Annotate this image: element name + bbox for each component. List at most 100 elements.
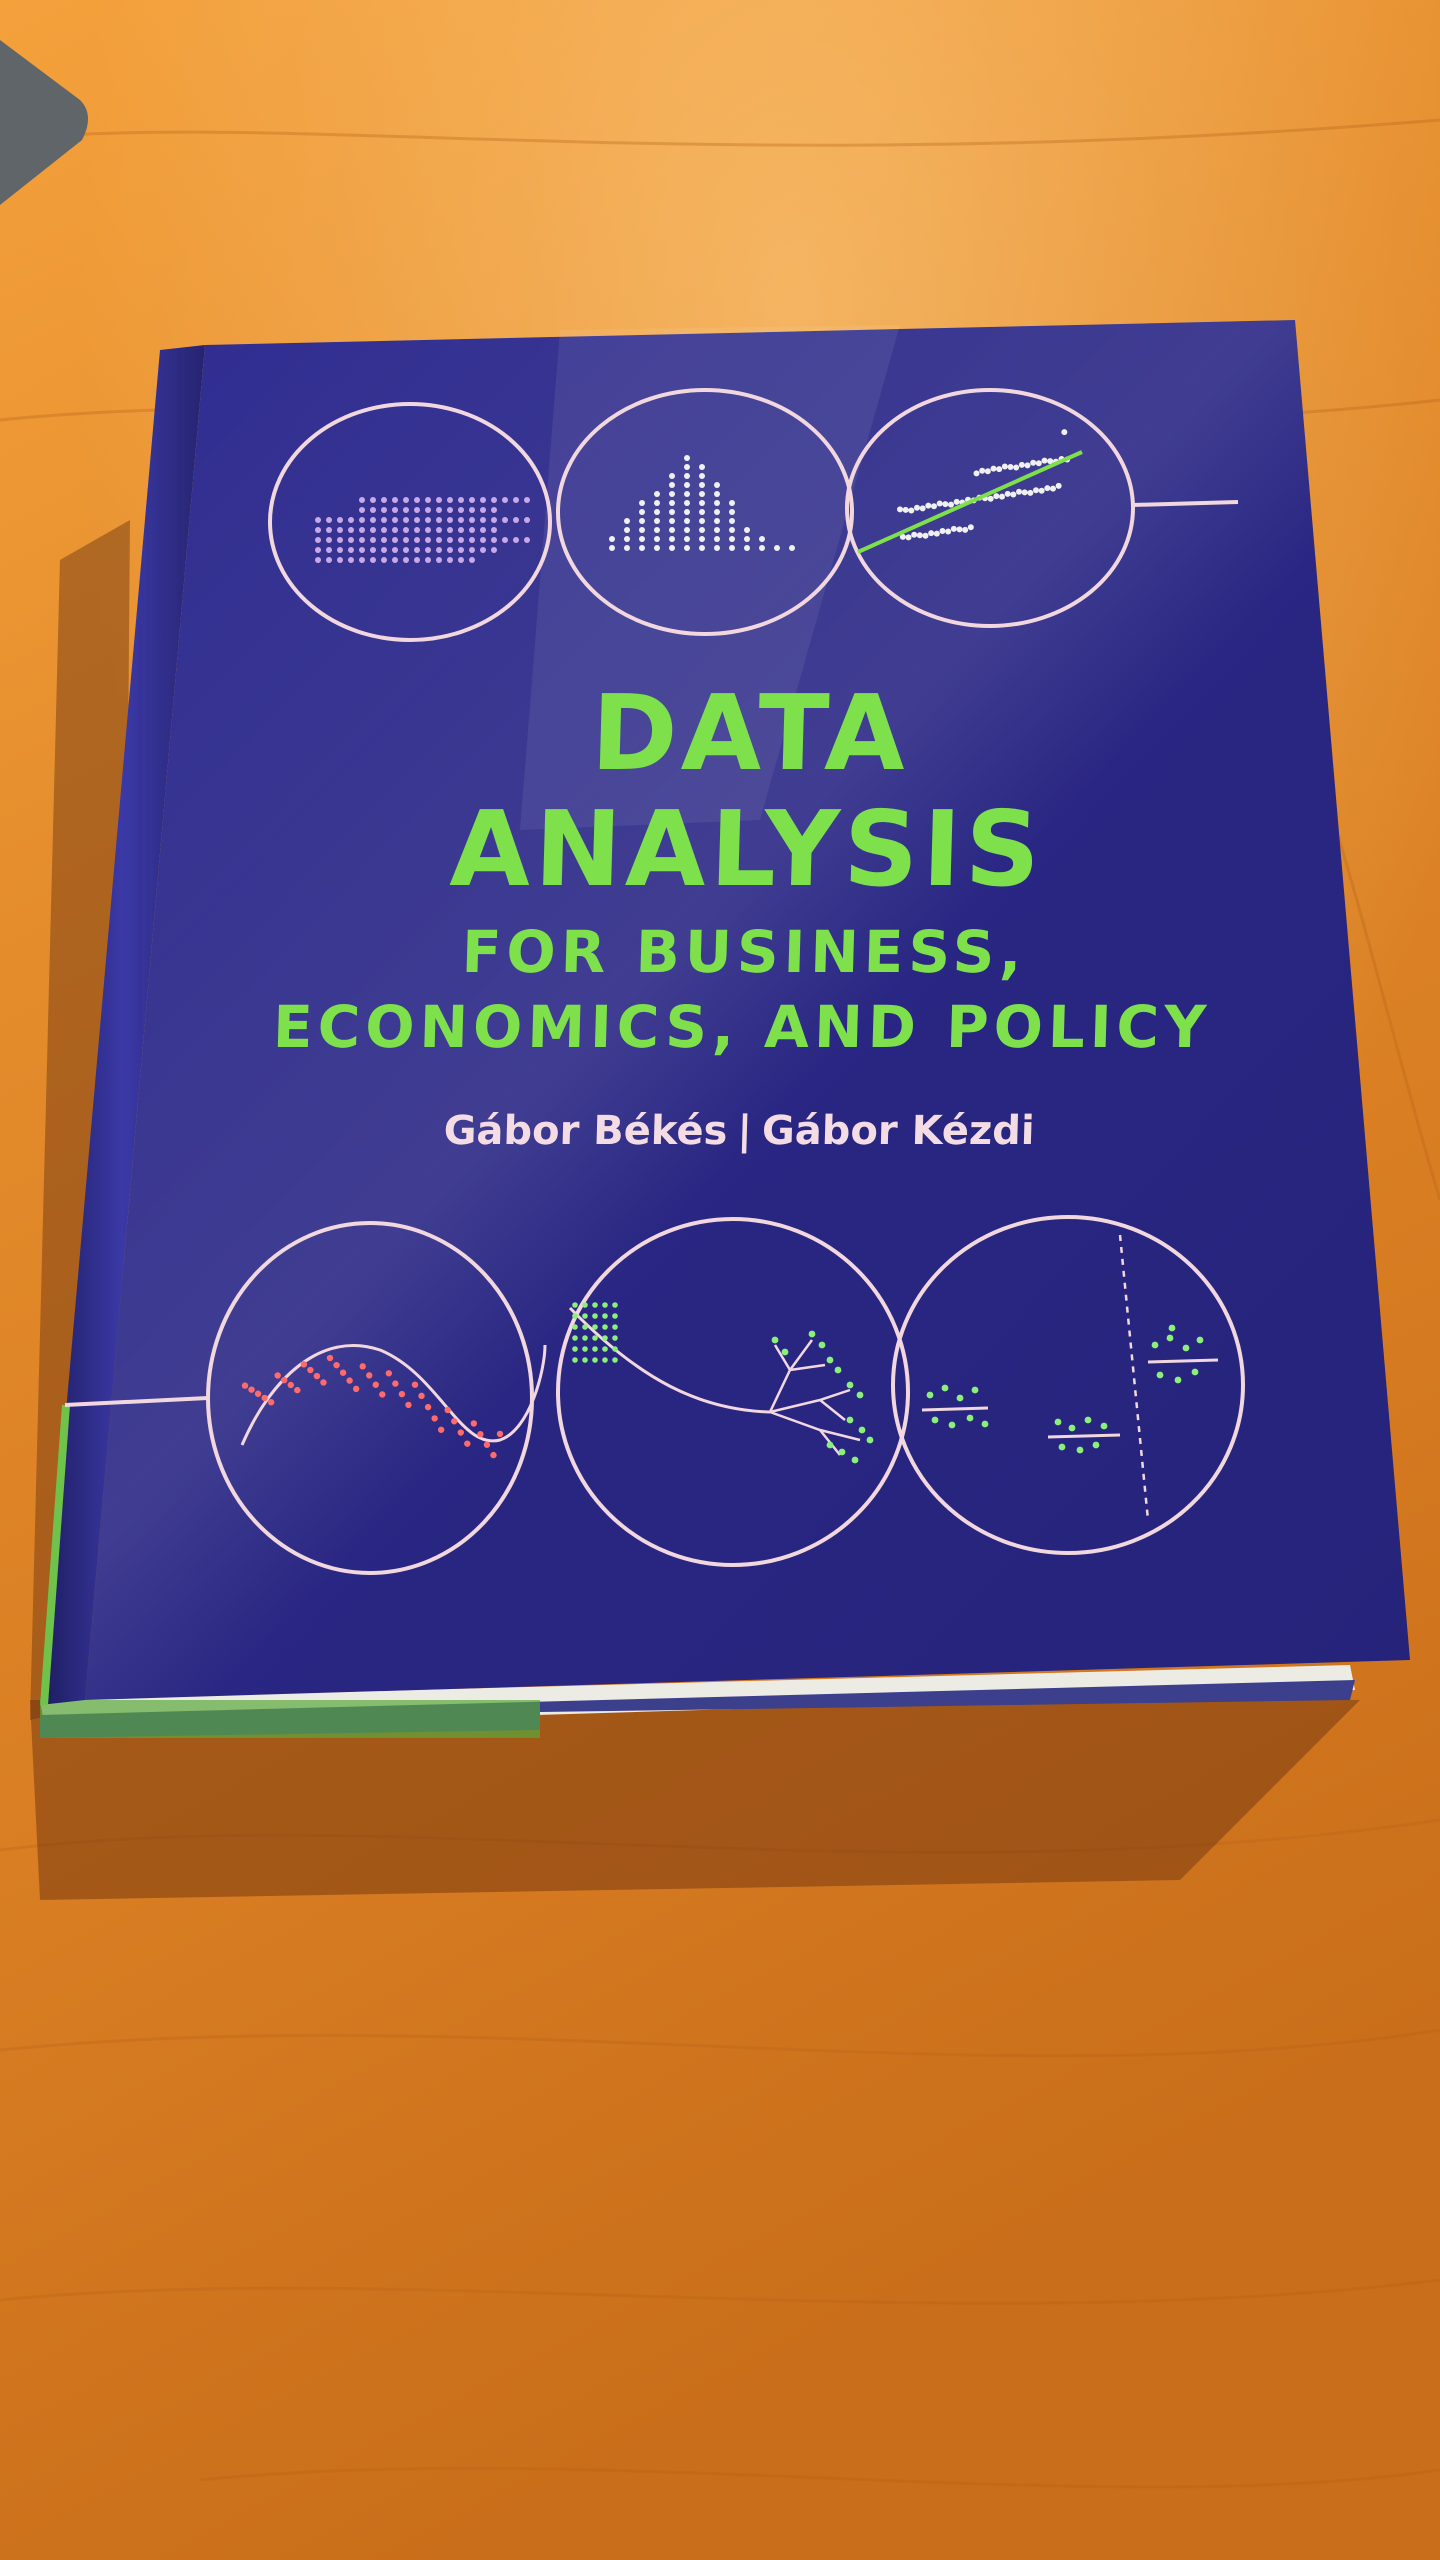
illustration-dot [385, 1370, 393, 1377]
illustration-dot [612, 1313, 618, 1319]
bottom-illustrations [64, 1215, 1245, 1575]
illustration-dot [381, 517, 387, 523]
illustration-dot [1018, 461, 1025, 468]
illustration-dot [669, 518, 675, 524]
illustration-dot [437, 1426, 445, 1433]
grey-device-corner [0, 40, 89, 205]
illustration-dot [966, 1414, 974, 1422]
illustration-dot [699, 527, 705, 533]
illustration-dot [956, 526, 963, 533]
illustration-dot [447, 507, 453, 513]
illustration-dot [928, 530, 935, 537]
illustration-dot [281, 1376, 288, 1384]
illustration-dot [491, 547, 497, 553]
illustration-dot [714, 518, 720, 524]
illustration-dot [436, 507, 442, 513]
illustration-dot [729, 536, 735, 542]
illustration-dot [444, 1406, 451, 1414]
illustration-dot [267, 1399, 275, 1406]
illustration-dot [572, 1346, 578, 1352]
illustration-dot [254, 1390, 262, 1397]
illustration-dot [999, 493, 1005, 500]
illustration-dot [502, 497, 508, 503]
illustration-dot [669, 545, 675, 551]
illustration-dot [592, 1324, 598, 1330]
illustration-dot [639, 536, 645, 542]
illustration-dot [480, 537, 486, 543]
illustration-dot [654, 500, 660, 506]
illustration-dot [967, 524, 974, 531]
illustration-dot [572, 1313, 578, 1319]
illustration-dot [684, 491, 690, 497]
illustration-dot [381, 507, 387, 513]
illustration-dot [411, 1381, 419, 1388]
scatter-fit-icon [857, 429, 1083, 554]
illustration-dot [592, 1313, 598, 1319]
illustration-dot [524, 497, 530, 503]
illustration-dot [1047, 458, 1054, 465]
illustration-dot [744, 536, 750, 542]
illustration-dot [654, 509, 660, 515]
illustration-dot [602, 1302, 608, 1308]
illustration-dot [381, 557, 387, 563]
illustration-dot [781, 1348, 789, 1356]
illustration-dot [1084, 1416, 1092, 1424]
illustration-dot [582, 1335, 588, 1341]
illustration-dot [582, 1324, 588, 1330]
illustration-dot [1044, 485, 1051, 492]
illustration-dot [348, 517, 354, 523]
illustration-dot [425, 557, 431, 563]
illustration-dot [398, 1390, 406, 1398]
illustration-dot [714, 491, 720, 497]
illustration-dot [1027, 489, 1034, 496]
illustration-dot [425, 537, 431, 543]
illustration-dot [654, 545, 660, 551]
illustration-dot [948, 501, 954, 508]
illustration-dot [524, 517, 530, 523]
illustration-dot [639, 500, 645, 506]
illustration-dot [333, 1361, 340, 1369]
illustration-dot [902, 506, 909, 513]
illustration-dot [866, 1436, 874, 1444]
illustration-dot [714, 536, 720, 542]
illustration-dot [582, 1313, 588, 1319]
illustration-dot [592, 1357, 598, 1363]
illustration-dot [948, 1421, 956, 1429]
illustration-dot [669, 491, 675, 497]
illustration-dot [403, 557, 409, 563]
illustration-dot [941, 1384, 949, 1392]
illustration-dot [1038, 487, 1045, 494]
illustration-dot [624, 545, 630, 551]
illustration-dot [973, 470, 980, 477]
illustration-dot [858, 1426, 866, 1434]
book-title-line2: ANALYSIS [448, 788, 1046, 910]
illustration-dot [491, 537, 497, 543]
illustration-dot [744, 527, 750, 533]
illustration-dot [624, 536, 630, 542]
illustration-dot [1156, 1371, 1164, 1379]
illustration-dot [359, 1363, 366, 1370]
illustration-dot [699, 500, 705, 506]
illustration-dot [684, 464, 690, 470]
illustration-dot [916, 532, 923, 539]
illustration-dot [950, 525, 957, 532]
illustration-dot [480, 547, 486, 553]
illustration-dot [392, 517, 398, 523]
illustration-dot [458, 547, 464, 553]
illustration-dot [348, 547, 354, 553]
illustration-dot [1068, 1424, 1076, 1432]
illustration-dot [436, 537, 442, 543]
illustration-dot [326, 547, 332, 553]
illustration-dot [348, 537, 354, 543]
cover-text: DATA ANALYSIS FOR BUSINESS, ECONOMICS, A… [169, 0, 1301, 2560]
illustration-dot [684, 527, 690, 533]
illustration-dot [513, 517, 519, 523]
illustration-dot [403, 527, 409, 533]
illustration-dot [326, 557, 332, 563]
illustration-dot [818, 1341, 826, 1349]
illustration-dot [990, 465, 997, 472]
illustration-dot [359, 497, 365, 503]
illustration-dot [370, 507, 376, 513]
discontinuity-icon [921, 1234, 1219, 1521]
